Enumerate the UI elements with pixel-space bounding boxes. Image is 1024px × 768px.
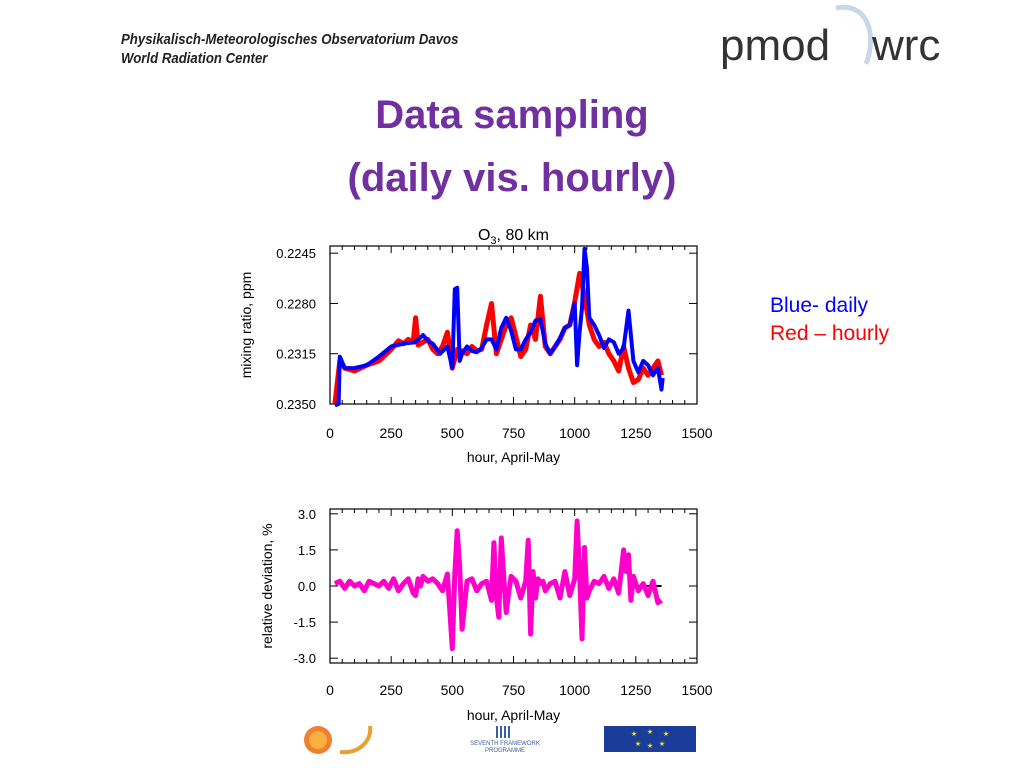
x-tick-label: 1250 xyxy=(620,425,651,441)
x-tick-label: 0 xyxy=(326,425,334,441)
eu-flag-logo: ★ ★ ★ ★ ★ ★ xyxy=(604,726,696,752)
institution-line-1: Physikalisch-Meteorologisches Observator… xyxy=(121,31,459,48)
sun-logo xyxy=(304,725,373,755)
chart-title: O3, 80 km xyxy=(478,227,549,247)
eu-flag-stars: ★ ★ ★ ★ ★ ★ xyxy=(631,728,669,750)
legend: Blue- daily Red – hourly xyxy=(770,292,889,348)
chart-1: 0 250 500 750 1000 1250 1500 hour, April-May 0.2… xyxy=(238,227,713,465)
x-tick-label: 1500 xyxy=(681,425,712,441)
fp7-logo-bar-1 xyxy=(496,726,498,738)
sun-logo-swoosh xyxy=(339,725,373,755)
eu-star: ★ xyxy=(635,740,641,748)
eu-star: ★ xyxy=(631,730,637,738)
x-tick-label: 1250 xyxy=(620,682,651,698)
fp7-text-line-2: PROGRAMME xyxy=(485,748,525,754)
x-tick-label: 500 xyxy=(441,425,465,441)
institution-line-2: World Radiation Center xyxy=(121,50,268,67)
y-tick-label: -3.0 xyxy=(294,651,316,666)
chart-2: 0 250 500 750 1000 1250 1500 hour, April-May 3.0… xyxy=(259,507,713,723)
x-tick-label: 1000 xyxy=(559,682,590,698)
series-line-1 xyxy=(332,270,664,405)
x-axis-title: hour, April-May xyxy=(467,707,560,723)
slide-title-line-1: Data sampling xyxy=(375,93,649,137)
fp7-logo: SEVENTH FRAMEWORK PROGRAMME xyxy=(470,726,540,754)
eu-star: ★ xyxy=(659,740,665,748)
x-axis-title: hour, April-May xyxy=(467,449,560,465)
series-line-1 xyxy=(333,518,663,652)
y-tick-label: 0.2350 xyxy=(276,397,316,412)
y-tick-label: 1.5 xyxy=(298,543,316,558)
y-tick-label: -1.5 xyxy=(294,615,316,630)
fp7-text-line-1: SEVENTH FRAMEWORK xyxy=(470,741,540,747)
eu-star: ★ xyxy=(647,742,653,750)
x-tick-label: 0 xyxy=(326,682,334,698)
legend-blue-daily: Blue- daily xyxy=(770,294,869,317)
x-tick-label: 1000 xyxy=(559,425,590,441)
x-tick-label: 250 xyxy=(379,425,403,441)
eu-star: ★ xyxy=(663,730,669,738)
slide-title-line-2: (daily vis. hourly) xyxy=(347,156,677,200)
y-tick-label: 0.2315 xyxy=(276,347,316,362)
fp7-logo-bar-2 xyxy=(500,726,502,738)
eu-flag-background xyxy=(604,726,696,752)
sun-logo-core xyxy=(309,731,327,749)
fp7-logo-bar-4 xyxy=(508,726,510,738)
x-tick-label: 750 xyxy=(502,425,526,441)
eu-star: ★ xyxy=(647,728,653,736)
y-tick-label: 3.0 xyxy=(298,507,316,522)
x-tick-label: 750 xyxy=(502,682,526,698)
x-tick-label: 1500 xyxy=(681,682,712,698)
logo-text-right: wrc xyxy=(871,21,940,70)
fp7-logo-bar-3 xyxy=(504,726,506,738)
logo-swoosh-arc xyxy=(835,4,873,65)
x-tick-label: 250 xyxy=(379,682,403,698)
x-tick-label: 500 xyxy=(441,682,465,698)
y-axis-title: mixing ratio, ppm xyxy=(238,272,254,379)
pmod-wrc-logo: pmod wrc xyxy=(720,4,940,70)
y-tick-label: 0.2245 xyxy=(276,246,316,261)
y-tick-label: 0.0 xyxy=(298,579,316,594)
logo-text-left: pmod xyxy=(720,21,830,70)
y-axis-title: relative deviation, % xyxy=(259,523,275,648)
y-tick-label: 0.2280 xyxy=(276,296,316,311)
series-line-2 xyxy=(334,246,665,408)
institution-name: Physikalisch-Meteorologisches Observator… xyxy=(121,30,458,68)
legend-red-hourly: Red – hourly xyxy=(770,322,890,345)
